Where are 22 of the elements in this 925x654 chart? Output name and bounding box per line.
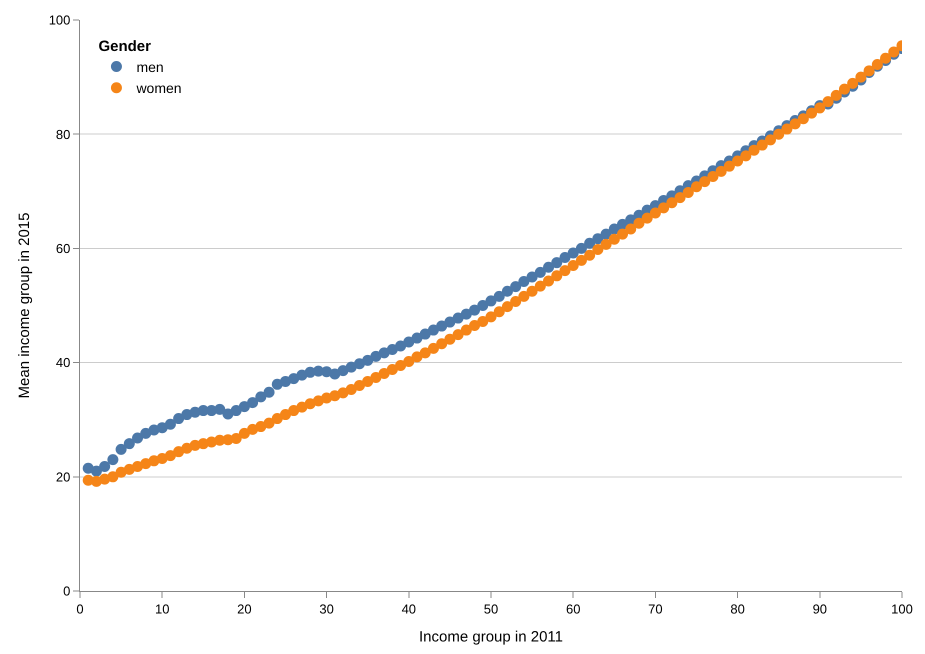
y-tick-label: 100 — [48, 12, 70, 28]
y-tick-label: 80 — [56, 126, 70, 142]
x-tick-label: 50 — [484, 602, 498, 617]
y-tick-label: 0 — [63, 584, 70, 599]
y-tick-label: 60 — [56, 240, 70, 256]
x-tick-label: 70 — [648, 602, 663, 617]
y-axis-title: Mean income group in 2015 — [16, 212, 33, 398]
x-tick-label: 60 — [566, 602, 580, 617]
y-tick-label: 20 — [56, 469, 70, 484]
x-axis-title: Income group in 2011 — [419, 628, 563, 646]
legend-label: women — [135, 80, 182, 96]
x-tick-label: 10 — [154, 602, 170, 617]
x-tick-label: 0 — [76, 602, 84, 617]
legend-title: Gender — [98, 38, 152, 55]
x-tick-label: 40 — [402, 602, 416, 617]
x-tick-label: 20 — [237, 602, 252, 617]
legend-label: men — [136, 58, 164, 75]
x-tick-label: 100 — [891, 602, 913, 617]
x-tick-label: 30 — [319, 602, 334, 617]
x-tick-label: 80 — [730, 602, 745, 617]
x-tick-label: 90 — [812, 602, 828, 617]
y-tick-label: 40 — [56, 355, 70, 370]
